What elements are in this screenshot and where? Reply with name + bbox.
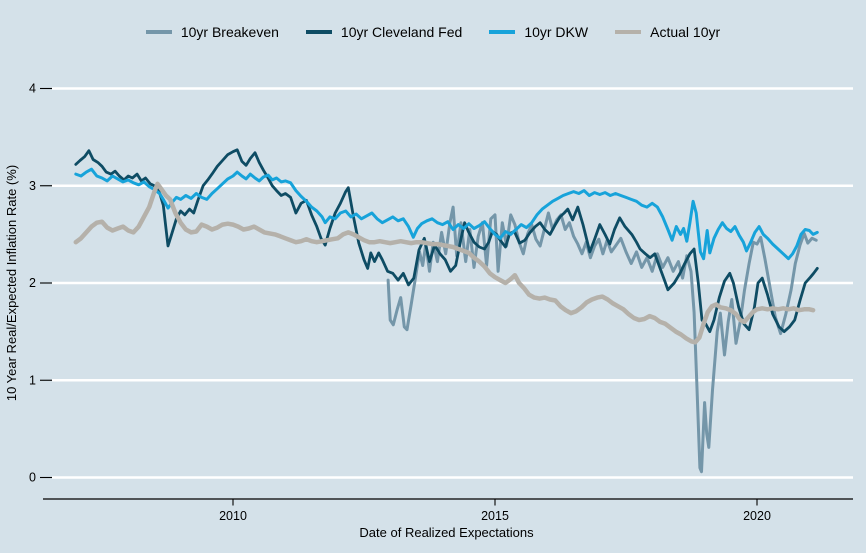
x-tick-label-2020: 2020 [743, 509, 771, 523]
legend-label-actual: Actual 10yr [650, 24, 721, 40]
y-tick-label-0: 0 [29, 471, 36, 485]
legend-line-swatch-actual [615, 30, 642, 34]
legend-label-breakeven: 10yr Breakeven [180, 24, 279, 40]
x-tick-label-2010: 2010 [219, 509, 247, 523]
series-line-2 [74, 167, 819, 261]
series-line-0 [386, 205, 818, 474]
gridlines [52, 87, 853, 479]
axis-labels: 0 1 2 3 4 2010 2015 2020 Date of Realized Expect… [4, 82, 771, 540]
y-tick-label-2: 2 [29, 276, 36, 290]
legend-item-dkw: 10yr DKW [489, 24, 588, 40]
x-tick-label-2015: 2015 [481, 509, 509, 523]
legend-line-swatch-cleveland-fed [305, 30, 332, 34]
y-tick-label-1: 1 [29, 373, 36, 387]
legend-line-swatch-breakeven [145, 30, 172, 34]
y-tick-label-3: 3 [29, 179, 36, 193]
y-axis-title: 10 Year Real/Expected Inflation Rate (%) [4, 165, 19, 401]
legend-item-actual: Actual 10yr [615, 24, 720, 40]
legend-label-cleveland-fed: 10yr Cleveland Fed [340, 24, 463, 40]
y-tick-label-4: 4 [29, 82, 36, 96]
legend-line-swatch-dkw [489, 30, 516, 34]
legend-label-dkw: 10yr DKW [524, 24, 589, 40]
legend-item-breakeven: 10yr Breakeven [145, 24, 279, 40]
series-lines [73, 148, 819, 474]
series-line-3 [73, 181, 816, 345]
legend-item-cleveland-fed: 10yr Cleveland Fed [305, 24, 463, 40]
series-line-1 [74, 148, 819, 333]
legend: 10yr Breakeven 10yr Cleveland Fed 10yr D… [0, 24, 866, 40]
x-axis-title: Date of Realized Expectations [359, 525, 534, 540]
axes [40, 87, 853, 506]
